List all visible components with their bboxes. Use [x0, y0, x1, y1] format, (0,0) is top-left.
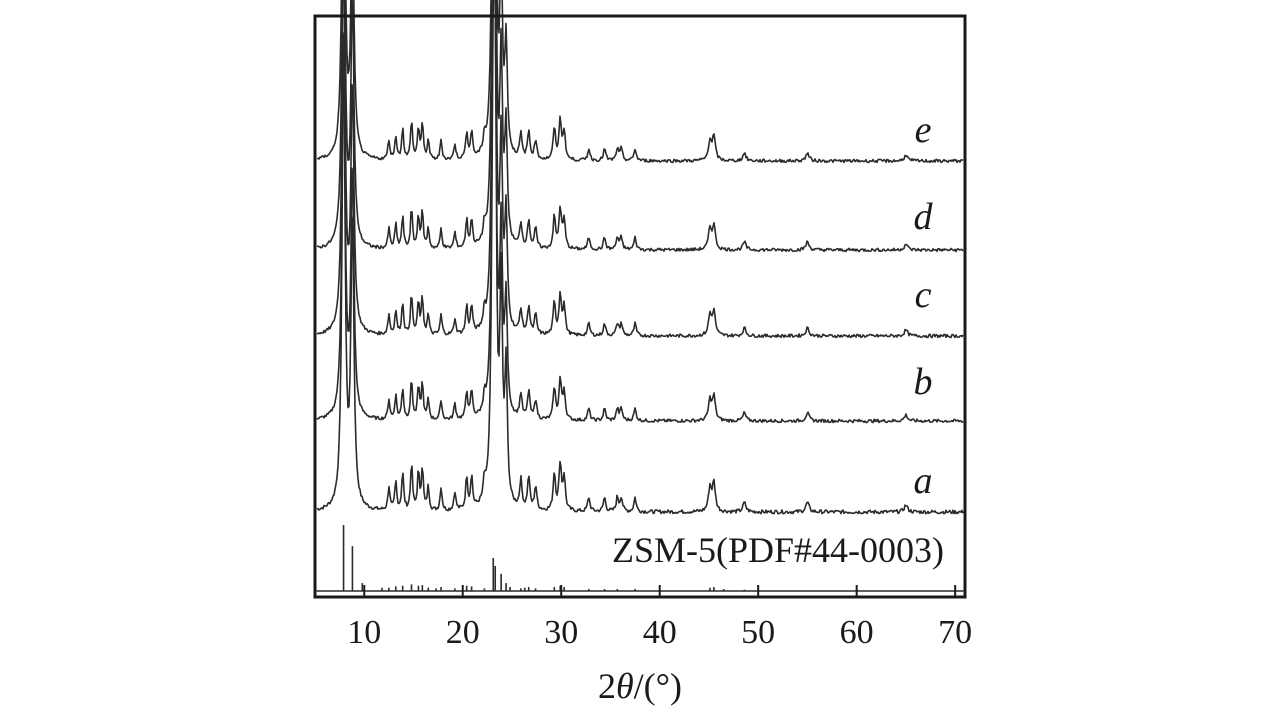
- x-tick-label: 30: [544, 614, 578, 651]
- xrd-trace-d: [316, 0, 964, 253]
- x-tick-label: 20: [446, 614, 480, 651]
- x-axis-title: 2θ/(°): [598, 666, 682, 706]
- x-tick-label: 10: [347, 614, 381, 651]
- series-label-c: c: [915, 274, 932, 316]
- plot-frame: [313, 14, 967, 599]
- xrd-traces: [316, 0, 964, 515]
- series-label-a: a: [914, 460, 933, 502]
- x-tick-label: 50: [741, 614, 775, 651]
- x-tick-label: 70: [938, 614, 972, 651]
- xrd-trace-c: [316, 0, 964, 339]
- x-axis-ticks: 10 20 30 40 50 60 70: [347, 585, 972, 651]
- series-label-b: b: [914, 361, 933, 403]
- x-tick-label: 40: [643, 614, 677, 651]
- x-tick-label: 60: [840, 614, 874, 651]
- x-axis-title-unit: /(°): [634, 666, 682, 706]
- reference-label: ZSM-5(PDF#44-0003): [612, 530, 944, 570]
- xrd-trace-b: [316, 0, 964, 424]
- x-axis-title-prefix: 2: [598, 666, 616, 706]
- series-label-d: d: [914, 196, 934, 238]
- series-labels: a b cd e: [914, 109, 934, 502]
- series-label-e: e: [915, 109, 932, 151]
- x-axis-title-symbol: θ: [616, 666, 634, 706]
- xrd-trace-e: [316, 0, 964, 164]
- xrd-trace-a: [316, 0, 964, 515]
